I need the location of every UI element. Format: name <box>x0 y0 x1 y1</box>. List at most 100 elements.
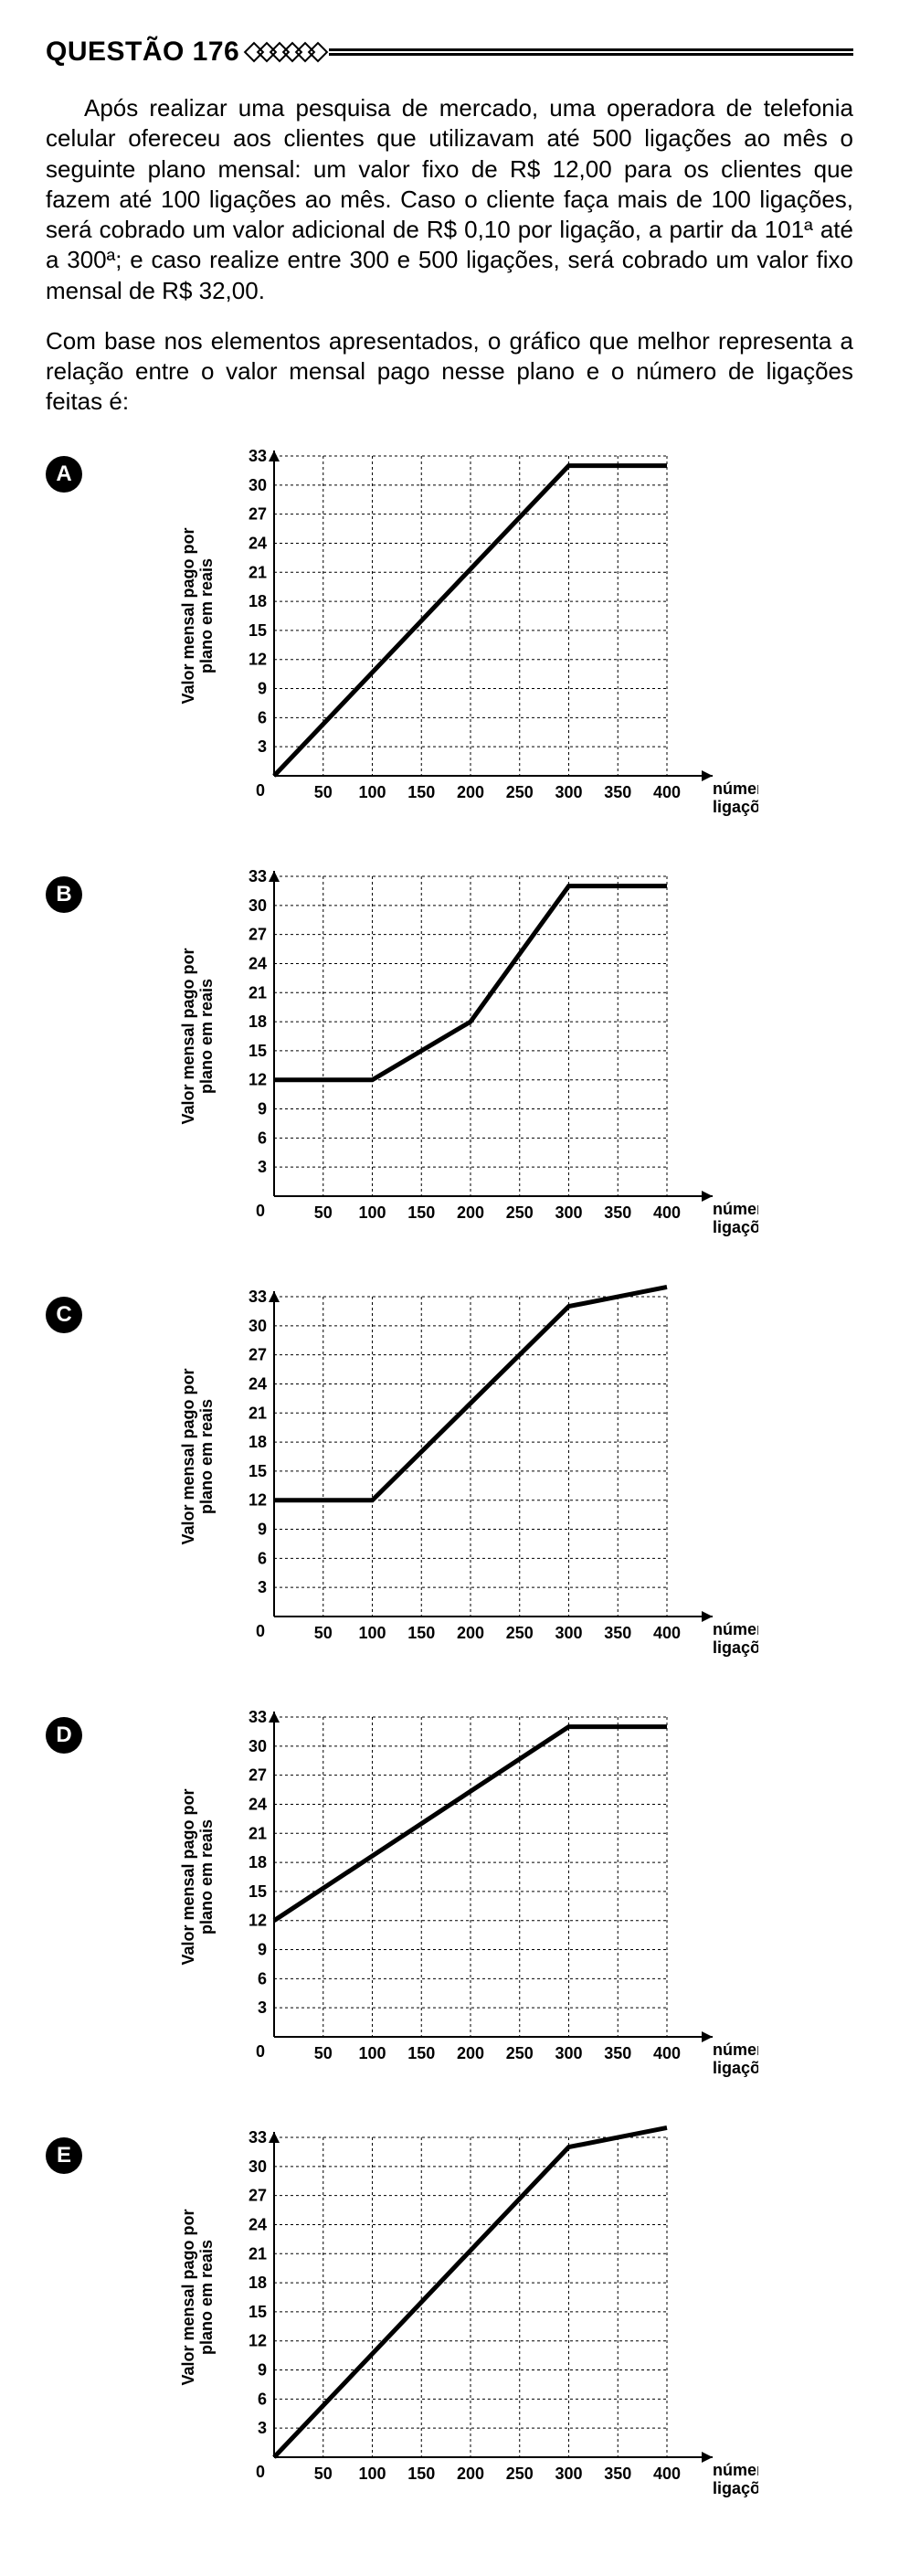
svg-text:27: 27 <box>249 925 267 943</box>
svg-text:150: 150 <box>407 2465 435 2483</box>
option-bullet: D <box>46 1717 82 1754</box>
svg-text:200: 200 <box>457 1203 484 1222</box>
option-b[interactable]: B369121518212427303305010015020025030035… <box>46 858 853 1260</box>
option-bullet: B <box>46 876 82 913</box>
svg-text:350: 350 <box>604 783 631 801</box>
svg-text:6: 6 <box>258 2390 267 2408</box>
svg-text:200: 200 <box>457 1624 484 1642</box>
svg-text:24: 24 <box>249 1374 267 1393</box>
svg-text:12: 12 <box>249 1070 267 1088</box>
svg-text:9: 9 <box>258 1940 267 1958</box>
svg-text:9: 9 <box>258 679 267 697</box>
chart: 3691215182124273033050100150200250300350… <box>155 858 758 1260</box>
chart-container: 3691215182124273033050100150200250300350… <box>155 1278 758 1680</box>
svg-text:250: 250 <box>506 783 534 801</box>
svg-text:300: 300 <box>555 2465 582 2483</box>
svg-text:18: 18 <box>249 1853 267 1871</box>
svg-text:Valor mensal pago por: Valor mensal pago por <box>179 1788 197 1965</box>
svg-text:18: 18 <box>249 1433 267 1451</box>
svg-text:400: 400 <box>653 783 681 801</box>
svg-text:30: 30 <box>249 1736 267 1754</box>
svg-text:12: 12 <box>249 2331 267 2349</box>
svg-text:200: 200 <box>457 2044 484 2062</box>
chart: 3691215182124273033050100150200250300350… <box>155 2119 758 2521</box>
svg-text:ligações: ligações <box>713 2059 758 2077</box>
svg-text:15: 15 <box>249 1462 267 1480</box>
svg-text:50: 50 <box>314 1624 333 1642</box>
svg-text:300: 300 <box>555 783 582 801</box>
svg-text:número de: número de <box>713 2041 758 2059</box>
svg-text:plano em reais: plano em reais <box>197 558 216 673</box>
svg-text:0: 0 <box>256 2463 265 2481</box>
svg-text:21: 21 <box>249 1824 267 1842</box>
svg-text:250: 250 <box>506 1203 534 1222</box>
question-title: QUESTÃO 176 <box>46 37 239 68</box>
svg-text:Valor mensal pago por: Valor mensal pago por <box>179 1368 197 1544</box>
svg-text:15: 15 <box>249 2303 267 2321</box>
svg-text:12: 12 <box>249 1490 267 1509</box>
svg-text:350: 350 <box>604 1203 631 1222</box>
svg-text:250: 250 <box>506 1624 534 1642</box>
svg-text:150: 150 <box>407 1203 435 1222</box>
svg-text:100: 100 <box>358 2044 386 2062</box>
svg-text:27: 27 <box>249 2186 267 2204</box>
svg-text:24: 24 <box>249 2215 267 2233</box>
svg-text:6: 6 <box>258 1549 267 1567</box>
svg-text:30: 30 <box>249 1316 267 1334</box>
svg-text:50: 50 <box>314 783 333 801</box>
svg-text:200: 200 <box>457 783 484 801</box>
svg-text:0: 0 <box>256 1202 265 1220</box>
option-a[interactable]: A369121518212427303305010015020025030035… <box>46 438 853 840</box>
svg-text:3: 3 <box>258 1998 267 2017</box>
svg-text:plano em reais: plano em reais <box>197 1399 216 1514</box>
options-list: A369121518212427303305010015020025030035… <box>46 438 853 2521</box>
svg-text:ligações: ligações <box>713 1638 758 1657</box>
svg-text:21: 21 <box>249 563 267 581</box>
chart-container: 3691215182124273033050100150200250300350… <box>155 858 758 1260</box>
svg-text:plano em reais: plano em reais <box>197 2240 216 2355</box>
svg-text:3: 3 <box>258 2419 267 2437</box>
svg-text:21: 21 <box>249 2244 267 2263</box>
svg-text:ligações: ligações <box>713 2479 758 2497</box>
svg-text:350: 350 <box>604 2465 631 2483</box>
svg-text:ligações: ligações <box>713 798 758 816</box>
chart: 3691215182124273033050100150200250300350… <box>155 1699 758 2101</box>
question-header: QUESTÃO 176 <box>46 37 853 68</box>
header-rule <box>329 48 853 56</box>
svg-text:400: 400 <box>653 2044 681 2062</box>
question-paragraph-1: Após realizar uma pesquisa de mercado, u… <box>46 93 853 306</box>
svg-text:6: 6 <box>258 1969 267 1988</box>
svg-text:100: 100 <box>358 783 386 801</box>
svg-text:33: 33 <box>249 447 267 465</box>
option-e[interactable]: E369121518212427303305010015020025030035… <box>46 2119 853 2521</box>
svg-text:33: 33 <box>249 867 267 885</box>
svg-text:21: 21 <box>249 983 267 1002</box>
svg-text:12: 12 <box>249 650 267 668</box>
svg-text:350: 350 <box>604 1624 631 1642</box>
svg-text:200: 200 <box>457 2465 484 2483</box>
svg-text:9: 9 <box>258 2360 267 2379</box>
svg-text:33: 33 <box>249 1708 267 1726</box>
diamond-decor <box>247 45 323 59</box>
svg-text:100: 100 <box>358 1624 386 1642</box>
svg-text:50: 50 <box>314 1203 333 1222</box>
svg-text:250: 250 <box>506 2465 534 2483</box>
option-d[interactable]: D369121518212427303305010015020025030035… <box>46 1699 853 2101</box>
svg-text:27: 27 <box>249 1345 267 1363</box>
option-bullet: E <box>46 2137 82 2174</box>
svg-text:300: 300 <box>555 1624 582 1642</box>
option-c[interactable]: C369121518212427303305010015020025030035… <box>46 1278 853 1680</box>
option-bullet: C <box>46 1297 82 1333</box>
svg-text:27: 27 <box>249 504 267 523</box>
svg-text:400: 400 <box>653 1203 681 1222</box>
svg-text:plano em reais: plano em reais <box>197 1819 216 1935</box>
chart: 3691215182124273033050100150200250300350… <box>155 438 758 840</box>
svg-text:0: 0 <box>256 1622 265 1640</box>
svg-text:350: 350 <box>604 2044 631 2062</box>
svg-text:33: 33 <box>249 1288 267 1306</box>
svg-text:300: 300 <box>555 1203 582 1222</box>
svg-text:400: 400 <box>653 2465 681 2483</box>
svg-text:número de: número de <box>713 1620 758 1638</box>
svg-text:27: 27 <box>249 1765 267 1784</box>
svg-text:18: 18 <box>249 1012 267 1031</box>
